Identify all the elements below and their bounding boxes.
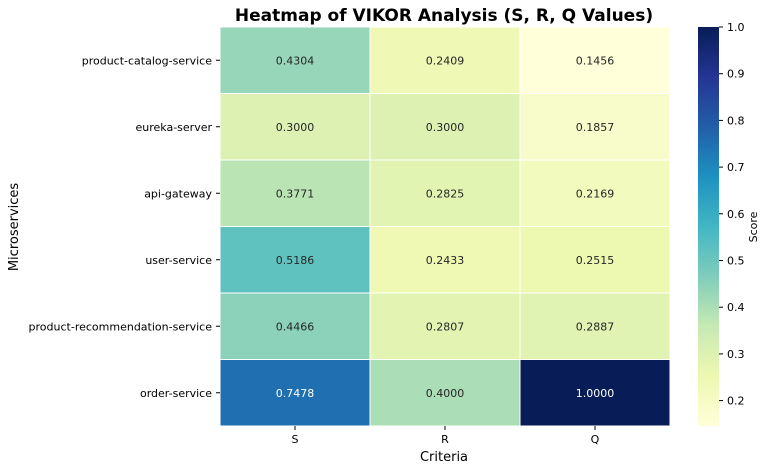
cell-value-label: 0.2515	[576, 254, 615, 267]
heatmap-cell	[519, 359, 671, 427]
cell-value-label: 0.2825	[426, 187, 465, 200]
cell-value-label: 0.3000	[276, 121, 315, 134]
colorbar-tick-label: 0.2	[727, 395, 745, 408]
cell-value-label: 0.2169	[576, 187, 615, 200]
cell-value-label: 0.5186	[276, 254, 315, 267]
cell-value-label: 0.1857	[576, 121, 615, 134]
colorbar-tick-label: 0.8	[727, 114, 745, 127]
cell-value-label: 0.2807	[426, 320, 465, 333]
heatmap-cell	[369, 292, 521, 360]
chart-title: Heatmap of VIKOR Analysis (S, R, Q Value…	[235, 6, 653, 26]
heatmap-cell-labels: 0.4304 0.2409 0.1456 0.3000 0.3000 0.1857 0.37…	[276, 54, 615, 400]
cell-value-label: 0.2887	[576, 320, 615, 333]
x-axis-label: Criteria	[420, 450, 468, 465]
cell-value-label: 0.4466	[276, 320, 315, 333]
cell-value-label: 0.3000	[426, 121, 465, 134]
y-tick-label: order-service	[140, 387, 212, 400]
cell-value-label: 0.7478	[276, 387, 315, 400]
colorbar-tick-label: 0.7	[727, 161, 745, 174]
y-tick-label: eureka-server	[136, 121, 213, 134]
heatmap-cell	[519, 93, 671, 161]
colorbar-label: Score	[747, 211, 760, 242]
heatmap-cells	[219, 26, 671, 427]
cell-value-label: 0.2433	[426, 254, 465, 267]
cell-value-label: 0.4000	[426, 387, 465, 400]
colorbar-tick-label: 1.0	[727, 21, 745, 34]
y-tick-label: product-catalog-service	[82, 54, 212, 67]
heatmap-cell	[369, 26, 521, 94]
heatmap-cell	[519, 26, 671, 94]
heatmap-cell	[369, 159, 521, 227]
x-tick-label: R	[441, 433, 449, 446]
y-tick-label: user-service	[145, 254, 212, 267]
colorbar-tick-label: 0.5	[727, 254, 745, 267]
colorbar-tick-label: 0.4	[727, 301, 745, 314]
cell-value-label: 0.4304	[276, 54, 315, 67]
heatmap-cell	[519, 292, 671, 360]
heatmap-cell	[369, 359, 521, 427]
x-tick-label: Q	[591, 433, 600, 446]
cell-value-label: 0.2409	[426, 54, 465, 67]
y-tick-label: api-gateway	[144, 187, 212, 200]
heatmap-cell	[219, 26, 371, 94]
heatmap-cell	[219, 226, 371, 294]
cell-value-label: 0.3771	[276, 187, 315, 200]
heatmap-cell	[369, 93, 521, 161]
x-tick-label: S	[292, 433, 299, 446]
y-tick-label: product-recommendation-service	[29, 320, 213, 333]
colorbar	[698, 27, 719, 426]
colorbar-tick-label: 0.9	[727, 68, 745, 81]
heatmap-cell	[219, 93, 371, 161]
y-axis-ticks: product-catalog-service eureka-server api-…	[29, 54, 220, 400]
y-axis-label: Microservices	[7, 183, 22, 272]
heatmap-cell	[219, 292, 371, 360]
colorbar-ticks: 0.2 0.3 0.4 0.5 0.6 0.7 0.8 0.9 1.0	[719, 21, 745, 408]
cell-value-label: 1.0000	[576, 387, 615, 400]
colorbar-tick-label: 0.6	[727, 208, 745, 221]
colorbar-tick-label: 0.3	[727, 348, 745, 361]
heatmap-cell	[519, 226, 671, 294]
cell-value-label: 0.1456	[576, 54, 615, 67]
